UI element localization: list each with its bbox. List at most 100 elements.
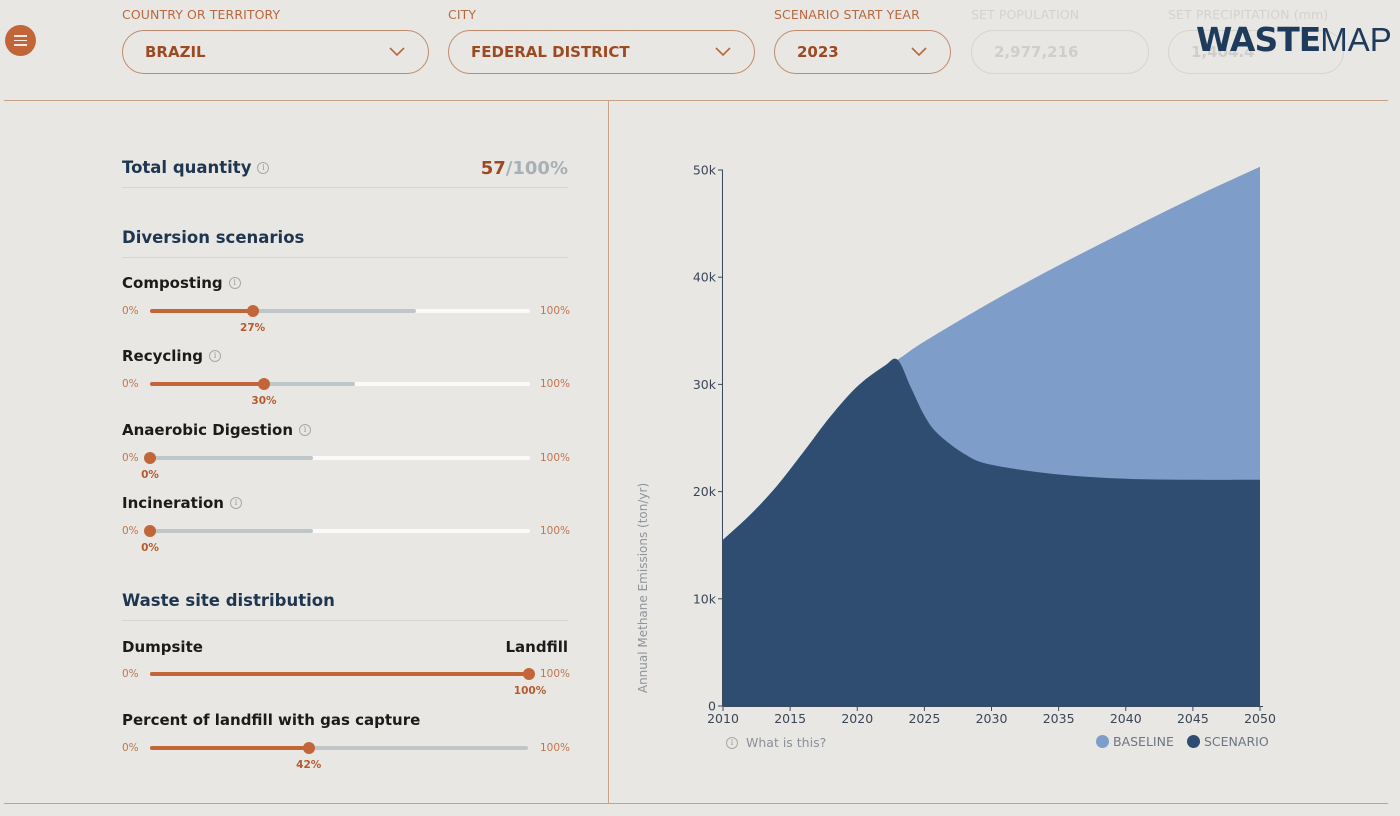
slider-handle[interactable] bbox=[302, 742, 315, 754]
diversion-slider[interactable] bbox=[150, 305, 530, 317]
precipitation-value: 1,404.4 bbox=[1191, 43, 1255, 61]
total-quantity-label: Total quantity bbox=[122, 158, 252, 177]
slider-label: Composting bbox=[122, 274, 223, 292]
slider-title: Anaerobic Digestion i bbox=[122, 421, 312, 439]
city-select[interactable]: FEDERAL DISTRICT bbox=[448, 30, 755, 74]
logo-bold-text: WASTE bbox=[1196, 20, 1321, 59]
diversion-slider[interactable] bbox=[144, 525, 530, 537]
gas-capture-label: Percent of landfill with gas capture bbox=[122, 711, 421, 729]
info-icon[interactable]: i bbox=[228, 276, 241, 289]
chevron-down-icon bbox=[715, 47, 731, 57]
start-year-value: 2023 bbox=[797, 43, 839, 61]
city-value: FEDERAL DISTRICT bbox=[471, 43, 630, 61]
start-year-select[interactable]: 2023 bbox=[774, 30, 951, 74]
x-tick-label: 2025 bbox=[908, 711, 940, 726]
slider-label: Anaerobic Digestion bbox=[122, 421, 294, 439]
x-tick-label: 2045 bbox=[1177, 711, 1209, 726]
wastemap-logo: WASTEMAP bbox=[1196, 22, 1392, 58]
legend-scenario: SCENARIO bbox=[1187, 734, 1269, 749]
total-quantity-max: /100% bbox=[505, 158, 568, 179]
chevron-down-icon bbox=[911, 47, 927, 57]
slider-handle[interactable] bbox=[144, 525, 156, 537]
site-distribution-heading: Waste site distribution bbox=[122, 591, 335, 610]
slider-value-label: 0% bbox=[141, 469, 159, 481]
x-tick-label: 2010 bbox=[707, 711, 739, 726]
info-icon[interactable]: i bbox=[229, 496, 242, 509]
info-icon: i bbox=[726, 736, 738, 749]
country-label: COUNTRY OR TERRITORY bbox=[122, 7, 281, 22]
what-is-this-link[interactable]: i What is this? bbox=[726, 735, 826, 750]
site-distribution-slider[interactable] bbox=[150, 668, 535, 680]
info-icon[interactable]: i bbox=[299, 423, 312, 436]
y-tick-label: 50k bbox=[693, 163, 717, 178]
country-select[interactable]: BRAZIL bbox=[122, 30, 429, 74]
city-label: CITY bbox=[448, 7, 477, 22]
what-is-this-text: What is this? bbox=[746, 735, 827, 750]
slider-value-label: 42% bbox=[296, 759, 322, 771]
slider-title: Incineration i bbox=[122, 494, 242, 512]
info-icon[interactable]: i bbox=[257, 161, 270, 174]
slider-fill bbox=[150, 672, 530, 676]
x-tick-label: 2015 bbox=[774, 711, 806, 726]
y-tick-label: 20k bbox=[693, 484, 717, 499]
menu-button[interactable] bbox=[5, 25, 36, 56]
precipitation-input[interactable]: 1,404.4 bbox=[1168, 30, 1344, 74]
slider-min-label: 0% bbox=[122, 525, 139, 537]
slider-value-label: 100% bbox=[513, 685, 547, 697]
slider-min-label: 0% bbox=[122, 305, 139, 317]
slider-handle[interactable] bbox=[523, 668, 535, 680]
x-tick-label: 2020 bbox=[841, 711, 873, 726]
population-label: SET POPULATION bbox=[971, 7, 1080, 22]
slider-min-label: 0% bbox=[122, 452, 139, 464]
slider-value-label: 30% bbox=[251, 395, 277, 407]
slider-fill bbox=[150, 309, 253, 313]
slider-fill bbox=[150, 746, 309, 750]
x-tick-label: 2030 bbox=[976, 711, 1008, 726]
population-value: 2,977,216 bbox=[994, 43, 1079, 61]
slider-max-label: 100% bbox=[540, 668, 571, 680]
diversion-slider[interactable] bbox=[144, 452, 530, 464]
slider-title: Recycling i bbox=[122, 347, 221, 365]
slider-max-label: 100% bbox=[540, 305, 571, 317]
divider bbox=[122, 187, 568, 188]
legend-baseline: BASELINE bbox=[1096, 734, 1174, 749]
header-divider bbox=[4, 100, 1388, 101]
slider-handle[interactable] bbox=[258, 378, 270, 390]
total-quantity-number: 57 bbox=[480, 158, 506, 179]
precipitation-label: SET PRECIPITATION (mm) bbox=[1168, 7, 1329, 22]
dumpsite-label: Dumpsite bbox=[122, 638, 203, 656]
total-quantity-value: 57/100% bbox=[481, 158, 568, 179]
population-input[interactable]: 2,977,216 bbox=[971, 30, 1149, 74]
slider-max-label: 100% bbox=[540, 525, 571, 537]
country-value: BRAZIL bbox=[145, 43, 206, 61]
area-scenario bbox=[723, 358, 1260, 706]
info-icon[interactable]: i bbox=[208, 349, 221, 362]
diversion-heading: Diversion scenarios bbox=[122, 228, 305, 247]
slider-cap bbox=[150, 456, 314, 460]
footer-divider bbox=[4, 803, 1388, 804]
slider-min-label: 0% bbox=[122, 668, 139, 680]
slider-max-label: 100% bbox=[540, 378, 571, 390]
y-tick-label: 0 bbox=[708, 699, 716, 714]
y-tick-label: 30k bbox=[693, 377, 717, 392]
divider bbox=[122, 620, 568, 621]
legend-swatch bbox=[1187, 735, 1200, 748]
slider-min-label: 0% bbox=[122, 378, 139, 390]
panel-divider bbox=[608, 101, 609, 804]
landfill-label: Landfill bbox=[505, 638, 569, 656]
gas-capture-slider[interactable] bbox=[150, 742, 528, 754]
slider-cap bbox=[150, 529, 314, 533]
slider-cap bbox=[150, 309, 416, 313]
slider-fill bbox=[150, 382, 264, 386]
x-tick-label: 2040 bbox=[1110, 711, 1142, 726]
y-axis-title: Annual Methane Emissions (ton/yr) bbox=[636, 483, 650, 693]
x-tick-label: 2050 bbox=[1244, 711, 1276, 726]
slider-value-label: 0% bbox=[141, 542, 159, 554]
legend-scenario-label: SCENARIO bbox=[1204, 734, 1269, 749]
slider-handle[interactable] bbox=[246, 305, 259, 317]
slider-value-label: 27% bbox=[240, 322, 266, 334]
slider-title: Composting i bbox=[122, 274, 241, 292]
slider-handle[interactable] bbox=[144, 452, 156, 464]
diversion-slider[interactable] bbox=[150, 378, 530, 390]
